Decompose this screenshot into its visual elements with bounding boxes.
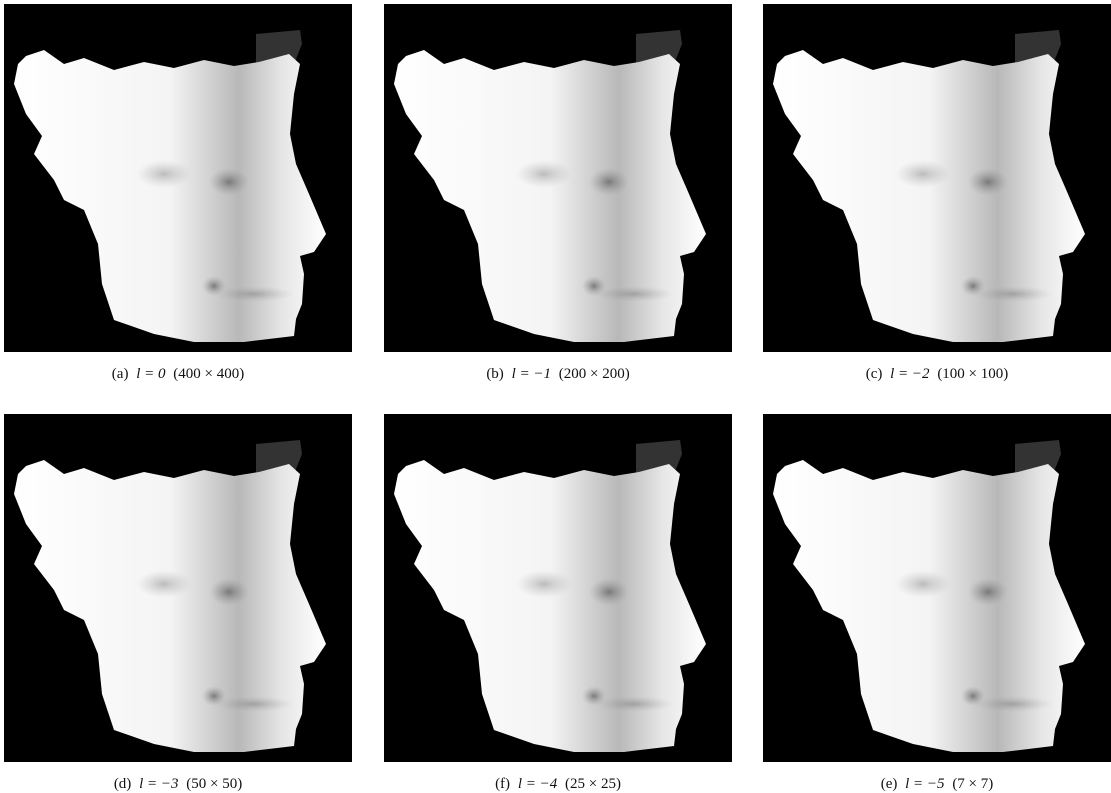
rendered-face-image — [384, 4, 732, 352]
subfigure: (d) l = −3 (50 × 50) — [4, 414, 352, 793]
subfigure: (b) l = −1 (200 × 200) — [384, 4, 732, 383]
caption-label: (a) — [112, 366, 129, 382]
caption-size: (100 × 100) — [937, 366, 1008, 382]
caption: (e) l = −5 (7 × 7) — [763, 776, 1111, 793]
caption-size: (400 × 400) — [173, 366, 244, 382]
rendered-face-image — [384, 414, 732, 762]
face-surface — [773, 440, 1085, 752]
rendered-face-image — [4, 4, 352, 352]
face-surface — [394, 30, 706, 342]
caption: (a) l = 0 (400 × 400) — [4, 366, 352, 383]
rendered-face-image — [4, 414, 352, 762]
caption: (d) l = −3 (50 × 50) — [4, 776, 352, 793]
subfigure: (f) l = −4 (25 × 25) — [384, 414, 732, 793]
caption-label: (b) — [486, 366, 504, 382]
face-surface — [14, 440, 326, 752]
subfigure: (a) l = 0 (400 × 400) — [4, 4, 352, 383]
caption: (f) l = −4 (25 × 25) — [384, 776, 732, 793]
caption-label: (c) — [866, 366, 883, 382]
subfigure: (c) l = −2 (100 × 100) — [763, 4, 1111, 383]
caption-math: l = −2 — [890, 366, 929, 382]
face-surface — [394, 440, 706, 752]
caption: (c) l = −2 (100 × 100) — [763, 366, 1111, 383]
subfigure: (e) l = −5 (7 × 7) — [763, 414, 1111, 793]
caption-math: l = 0 — [136, 366, 165, 382]
caption: (b) l = −1 (200 × 200) — [384, 366, 732, 383]
caption-math: l = −1 — [512, 366, 551, 382]
rendered-face-image — [763, 414, 1111, 762]
rendered-face-image — [763, 4, 1111, 352]
caption-size: (200 × 200) — [559, 366, 630, 382]
face-surface — [14, 30, 326, 342]
face-surface — [773, 30, 1085, 342]
figure: (a) l = 0 (400 × 400) (b) l = −1 (200 × … — [0, 0, 1111, 790]
